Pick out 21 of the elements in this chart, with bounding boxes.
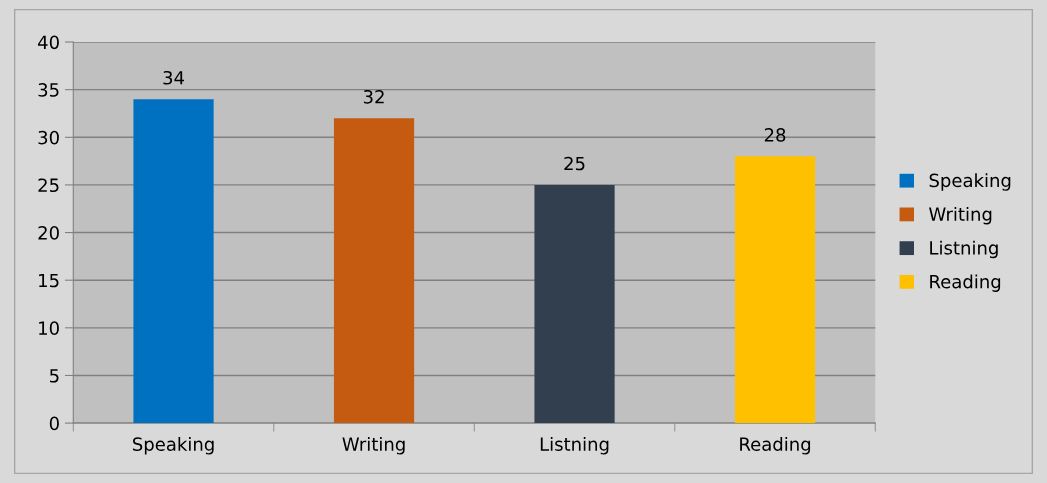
data-label: 28 (764, 128, 786, 142)
x-tick-label: Reading (740, 437, 811, 455)
x-tick-label: Speaking (132, 437, 214, 455)
y-tick-label: 20 (38, 226, 59, 240)
y-tick-label: 25 (38, 178, 59, 193)
x-tick-label: Listning (540, 437, 609, 455)
data-label: 32 (363, 89, 384, 104)
y-tick-label: 15 (39, 273, 59, 288)
y-tick-label: 5 (50, 369, 59, 383)
y-tick-label: 35 (38, 83, 59, 97)
x-tick-label: Writing (342, 437, 405, 455)
legend-label: Reading (930, 274, 1001, 292)
y-tick-label: 0 (49, 416, 59, 431)
y-tick-label: 30 (38, 130, 59, 145)
legend-label: Speaking (929, 173, 1011, 191)
legend-label: Listning (930, 240, 998, 259)
legend-label: Writing (929, 206, 992, 225)
data-label: 34 (163, 70, 185, 85)
y-tick-label: 40 (38, 35, 59, 50)
y-tick-label: 10 (39, 321, 59, 335)
data-label: 25 (564, 156, 585, 171)
